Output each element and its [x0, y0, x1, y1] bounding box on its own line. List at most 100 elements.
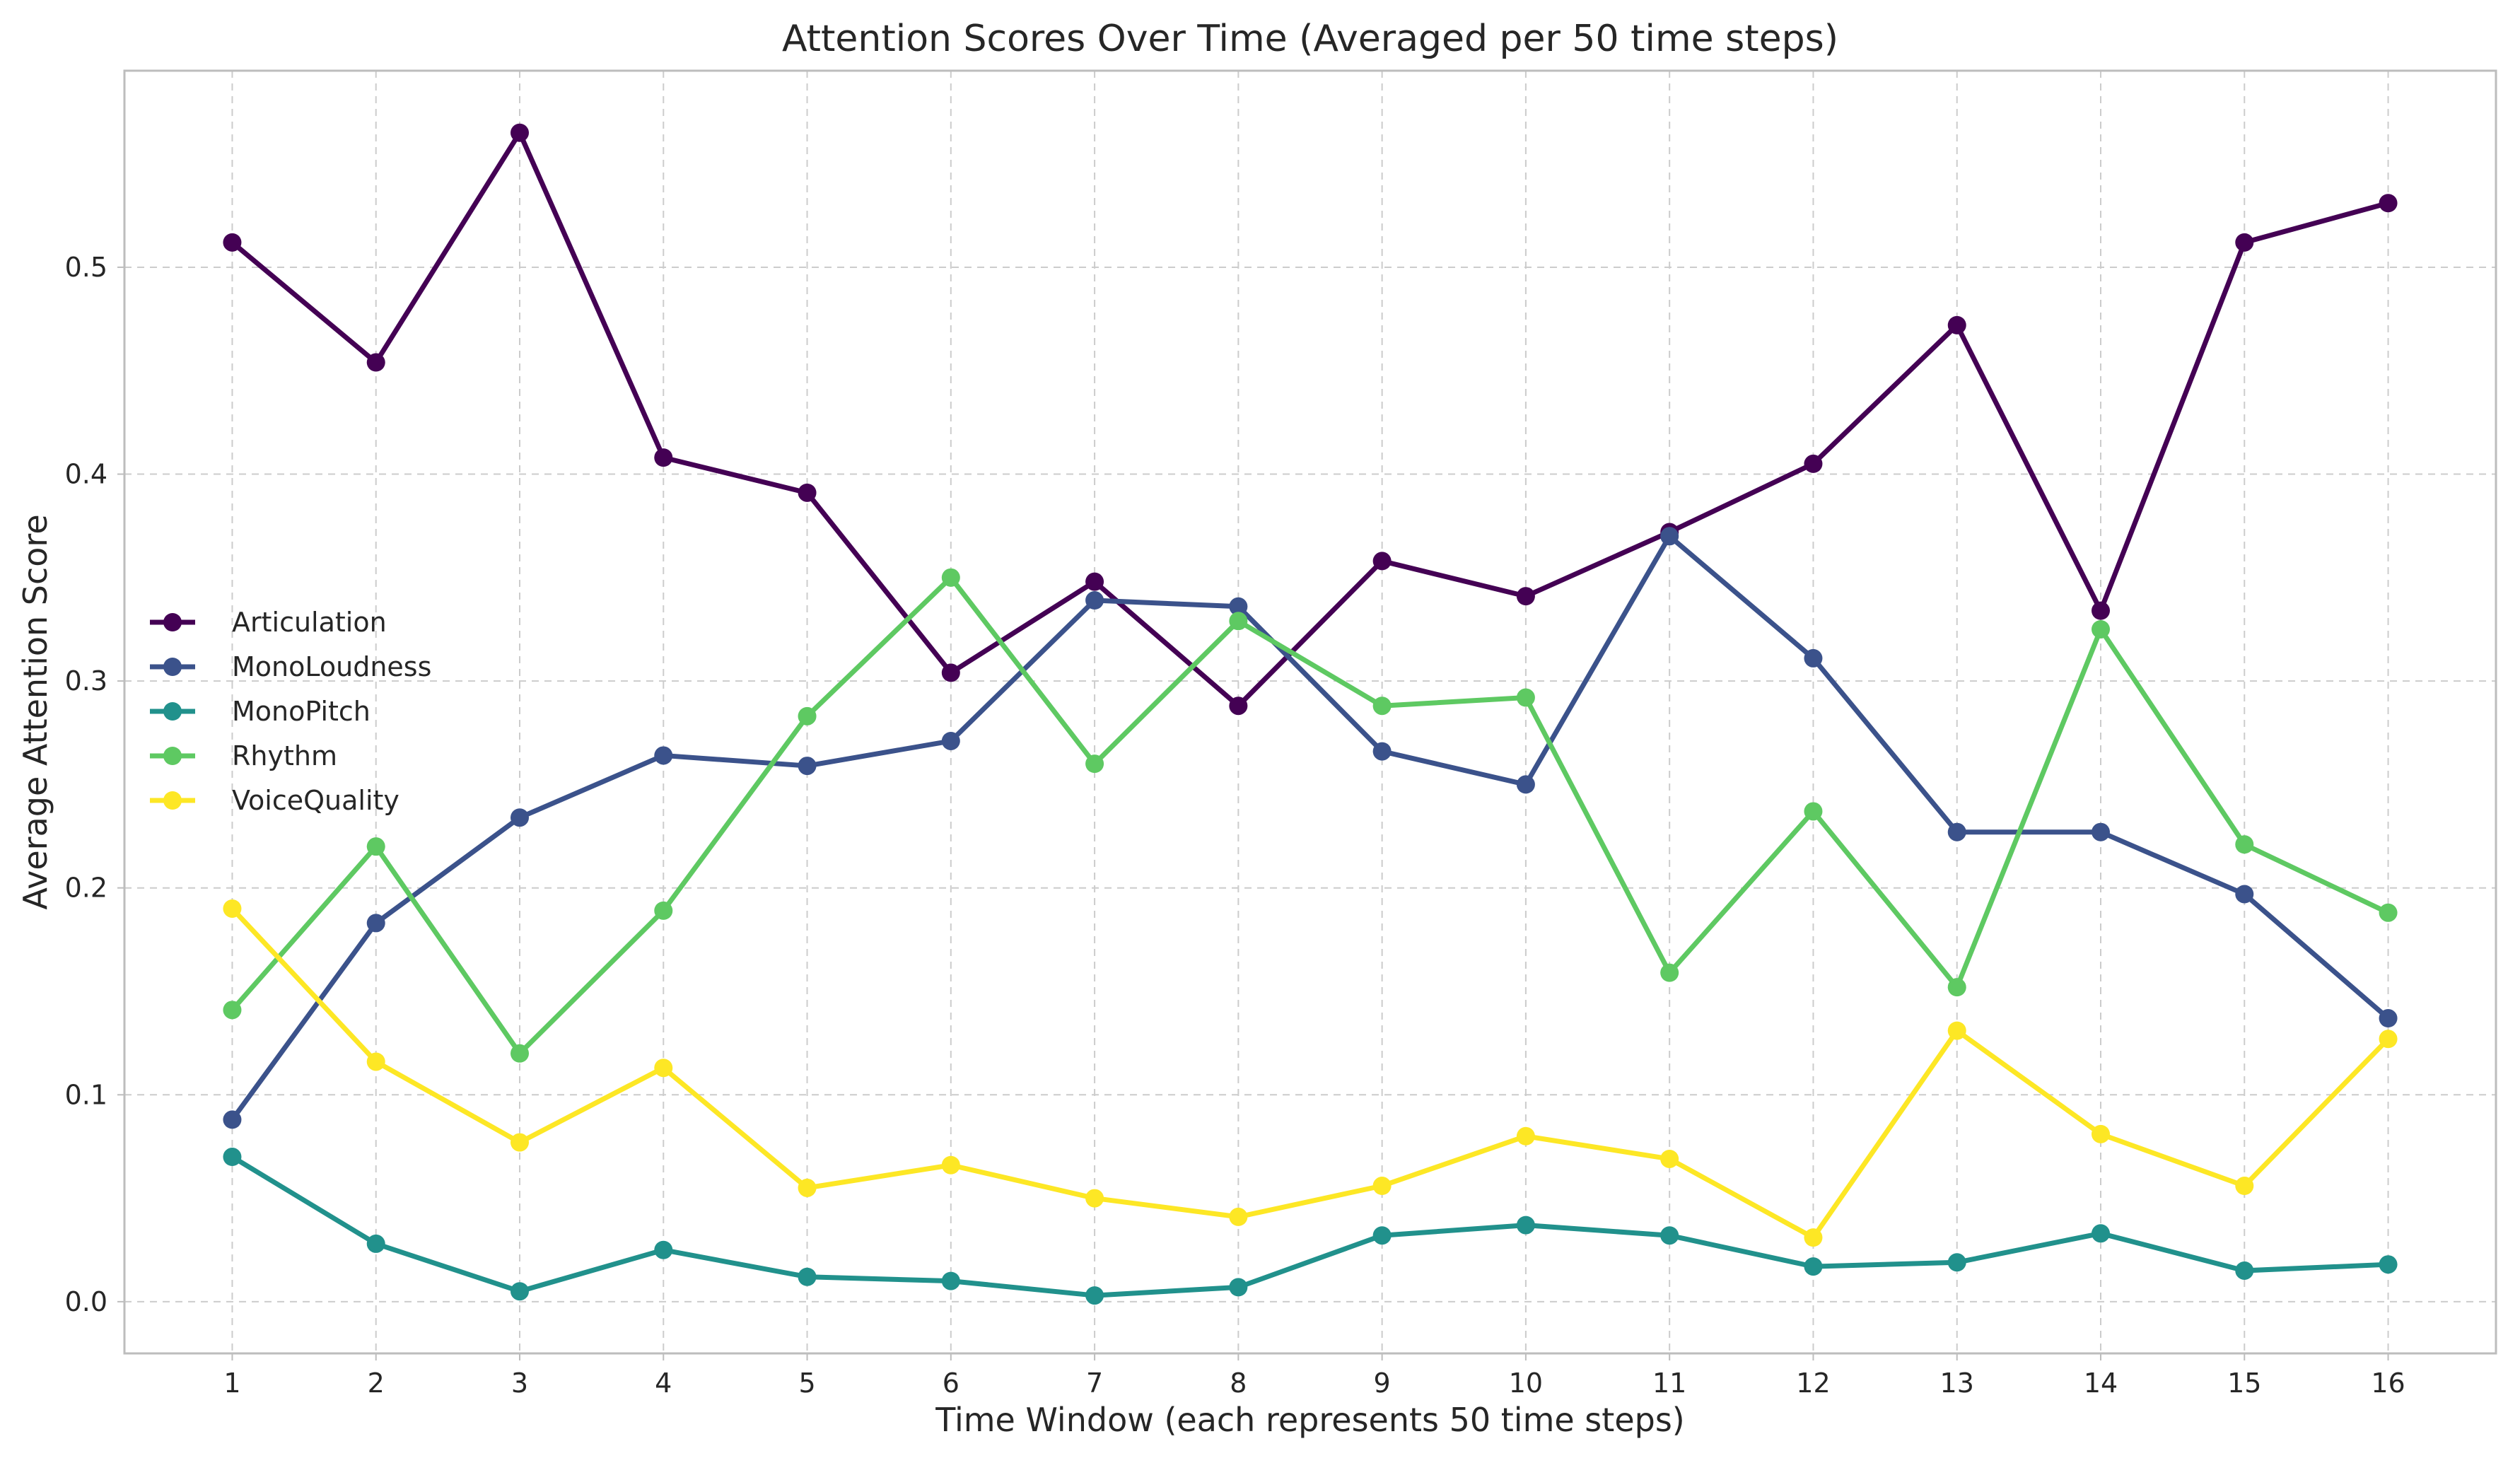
legend: Articulation MonoLoudness MonoPitch Rhythm V… [150, 607, 431, 816]
y-tick-label: 0.2 [65, 873, 107, 904]
data-point [654, 1240, 673, 1259]
data-point [1229, 1207, 1248, 1226]
data-point [2235, 835, 2254, 854]
series-line-voicequality [229, 906, 2391, 1240]
legend-marker [163, 791, 182, 810]
x-tick-label: 10 [1509, 1368, 1543, 1399]
data-point [1516, 1216, 1535, 1235]
data-point [1085, 1189, 1104, 1208]
legend-label: VoiceQuality [232, 785, 399, 816]
series-line-monoloudness [229, 533, 2391, 1122]
legend-marker [163, 747, 182, 765]
data-point [1804, 1257, 1823, 1276]
y-tick-label: 0.5 [65, 252, 107, 283]
data-point [798, 757, 817, 776]
legend-item: MonoPitch [150, 696, 371, 727]
y-tick-label: 0.1 [65, 1079, 107, 1110]
data-point [223, 1001, 242, 1020]
data-point [941, 731, 960, 750]
data-point [511, 1044, 529, 1063]
legend-item: VoiceQuality [150, 785, 399, 816]
data-point [1229, 597, 1248, 616]
x-tick-label: 8 [1230, 1368, 1247, 1399]
data-point [1660, 1149, 1679, 1168]
plot-frame [123, 69, 2497, 1355]
legend-label: MonoLoudness [232, 651, 431, 682]
data-point [2235, 885, 2254, 904]
data-point [366, 353, 385, 372]
legend-label: MonoPitch [232, 696, 371, 727]
axis-ticks: 1 2 3 4 5 6 7 8 9 10 11 12 13 14 15 160.00.10.20.30.40.… [65, 252, 2405, 1399]
data-point [798, 1178, 817, 1197]
y-tick-label: 0.0 [65, 1286, 107, 1317]
data-point [798, 483, 817, 502]
legend-label: Articulation [232, 607, 387, 638]
x-tick-label: 2 [368, 1368, 385, 1399]
data-point [1372, 552, 1392, 571]
series-articulation [223, 123, 2398, 716]
data-point [654, 1059, 673, 1078]
legend-marker [163, 613, 182, 631]
x-tick-label: 1 [223, 1368, 240, 1399]
data-point [1372, 1226, 1392, 1245]
data-point [654, 448, 673, 467]
data-point [941, 1155, 960, 1175]
data-point [511, 1282, 529, 1301]
y-axis-label: Average Attention Score [16, 514, 54, 909]
data-point [1660, 963, 1679, 982]
series-voicequality [223, 899, 2398, 1247]
data-point [1947, 1021, 1966, 1040]
data-point [941, 568, 960, 587]
data-point [1516, 587, 1535, 606]
data-point [1947, 822, 1966, 841]
data-point [2379, 903, 2398, 922]
x-tick-label: 15 [2227, 1368, 2261, 1399]
data-point [941, 1271, 960, 1290]
legend-marker [163, 658, 182, 676]
data-point [511, 1133, 529, 1152]
series-monoloudness [223, 527, 2398, 1129]
data-point [2092, 822, 2110, 841]
data-point [2235, 1261, 2254, 1280]
x-tick-label: 3 [511, 1368, 528, 1399]
x-tick-label: 9 [1374, 1368, 1391, 1399]
x-tick-label: 14 [2084, 1368, 2118, 1399]
data-point [1947, 978, 1966, 997]
data-point [798, 1267, 817, 1286]
data-point [1516, 688, 1535, 707]
data-point [1085, 1286, 1104, 1305]
data-point [1372, 742, 1392, 761]
x-tick-label: 13 [1940, 1368, 1974, 1399]
y-tick-label: 0.3 [65, 665, 107, 696]
data-point [1804, 648, 1823, 668]
x-axis-label: Time Window (each represents 50 time ste… [935, 1401, 1684, 1439]
data-point [1229, 612, 1248, 631]
data-point [654, 746, 673, 765]
data-point [941, 663, 960, 682]
x-tick-label: 6 [943, 1368, 959, 1399]
x-tick-label: 11 [1652, 1368, 1686, 1399]
data-point [2092, 1224, 2110, 1243]
data-point [2379, 1030, 2398, 1049]
data-point [366, 1052, 385, 1071]
data-point [2379, 1009, 2398, 1028]
data-point [1085, 591, 1104, 610]
legend-marker [163, 702, 182, 721]
series-line-monopitch [229, 1154, 2391, 1298]
data-point [366, 837, 385, 856]
chart-title: Attention Scores Over Time (Averaged per… [782, 18, 1838, 60]
data-point [1804, 802, 1823, 821]
data-point [1372, 696, 1392, 716]
data-point [366, 914, 385, 933]
data-point [223, 1148, 242, 1167]
data-point [1947, 315, 1966, 334]
data-point [798, 706, 817, 725]
data-point [1660, 527, 1679, 546]
data-point [1516, 775, 1535, 794]
series-monopitch [223, 1148, 2398, 1305]
data-point [1229, 1278, 1248, 1297]
data-point [223, 1110, 242, 1129]
data-point [1516, 1126, 1535, 1146]
data-point [654, 901, 673, 920]
